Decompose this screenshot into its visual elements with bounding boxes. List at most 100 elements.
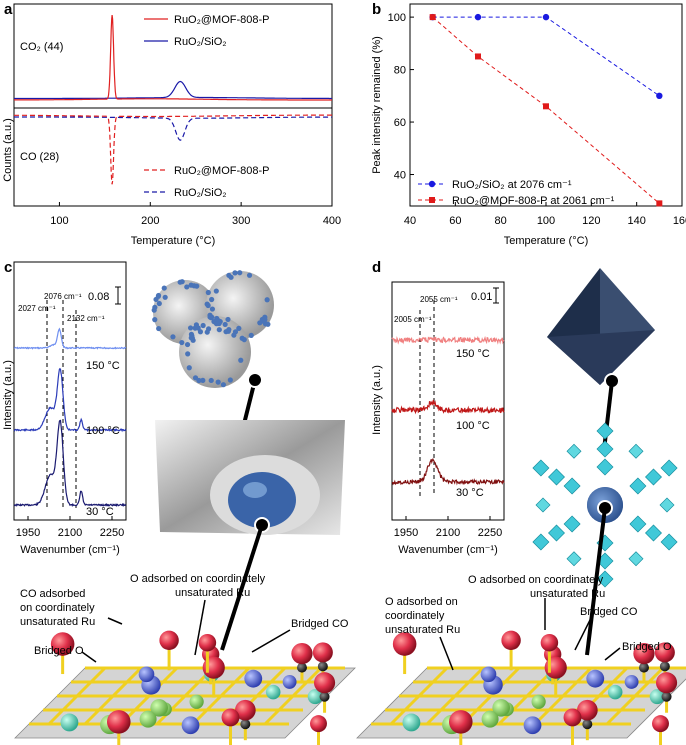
nanoparticle-dot: [238, 357, 244, 363]
panel-b-point-sio2: [542, 13, 550, 21]
nanoparticle-dot: [152, 317, 158, 323]
legend-sio2: RuO₂/SiO₂: [174, 36, 227, 48]
d-trace-100: [391, 399, 505, 415]
spectrum-xtick-label: 1950: [394, 527, 418, 539]
framework-cluster: [532, 533, 550, 551]
nanoparticle-dot: [225, 316, 231, 323]
surface-atom: [492, 699, 510, 717]
panel-b-legend: RuO₂/SiO₂ at 2076 cm⁻¹ RuO₂@MOF-808-P at …: [418, 179, 615, 207]
nanoparticle-dot: [227, 377, 233, 383]
d-scale-value: 0.01: [471, 291, 492, 303]
oxygen-atom: [540, 633, 559, 652]
surface-atom: [481, 710, 499, 728]
ann-r-o-left-line2: coordinately: [385, 610, 445, 622]
c-trace-100: [13, 367, 127, 433]
nanoparticle-dot: [232, 270, 238, 276]
surface-atom: [150, 699, 168, 717]
ann-bridged-co-right: Bridged CO: [580, 606, 638, 618]
nanoparticle-dot: [156, 325, 162, 332]
co-sio2-trace: [14, 116, 332, 141]
nanoparticle-dot: [184, 341, 191, 348]
surface-atom: [139, 710, 157, 728]
surface-atom: [531, 694, 546, 709]
nanoparticle-dot: [207, 314, 213, 320]
surface-bond: [605, 666, 665, 726]
d-label-30: 30 °C: [456, 487, 484, 499]
surface-bond: [263, 666, 323, 726]
c-label-150: 150 °C: [86, 360, 120, 372]
oxygen-atom: [448, 710, 473, 734]
carbon-atom: [296, 662, 307, 673]
panel-b-xtick-label: 140: [627, 215, 645, 227]
nanoparticle-dot: [220, 382, 227, 388]
nanoparticle-dot: [200, 322, 206, 329]
panel-c: c 2076 cm⁻¹ 2027 cm⁻¹ 2132 cm⁻¹ 0.08 150…: [2, 259, 127, 556]
framework-cluster: [532, 459, 550, 477]
surface-bond: [191, 666, 251, 726]
surface-atom: [189, 694, 204, 709]
oxygen-atom: [50, 632, 75, 656]
ann-r-o-top-line1: O adsorbed on coordinately: [468, 574, 604, 586]
zoom-line-d2: [585, 507, 607, 656]
nanoparticle-dots: [151, 270, 271, 388]
arrow-bridged-o: [81, 651, 97, 663]
c-scale-value: 0.08: [88, 291, 109, 303]
panel-letter-a: a: [4, 1, 13, 18]
nanoparticle-dot: [185, 351, 191, 357]
ann-o-adsorbed-line1: O adsorbed on coordinately: [130, 573, 266, 585]
oxygen-atom: [392, 632, 417, 656]
panel-letter-d: d: [372, 259, 381, 276]
oxygen-atom: [312, 642, 333, 663]
panel-a-xtick-label: 400: [323, 215, 341, 227]
carbon-atom: [240, 719, 251, 730]
surface-atom: [138, 666, 155, 683]
panel-b-ytick-label: 40: [394, 170, 406, 182]
nanoparticle-dot: [162, 294, 168, 300]
annotations-right: O adsorbed on coordinately unsaturated R…: [385, 574, 672, 671]
nanoparticle-dot: [216, 318, 222, 324]
d-xlabel: Wavenumber (cm⁻¹): [398, 544, 498, 556]
oxygen-atom: [633, 642, 655, 665]
oxygen-atom: [314, 672, 336, 694]
panel-b-xtick-label: 60: [449, 215, 461, 227]
surface-atom: [307, 689, 323, 705]
arrow-o-adsorbed: [194, 599, 206, 656]
oxygen-atom: [656, 672, 678, 694]
panel-b-ytick-label: 60: [394, 117, 406, 129]
nanoparticle-dot: [186, 365, 192, 371]
surface-atom: [607, 684, 623, 700]
panel-a-ylabel: Counts (a.u.): [2, 118, 14, 182]
arrow-r-bridged-co: [574, 619, 591, 651]
oxygen-atom: [291, 642, 313, 665]
oxygen-atom: [501, 630, 521, 651]
panel-b-ytick-label: 80: [394, 65, 406, 77]
surface-atom: [244, 669, 263, 688]
nanoparticle-dot: [192, 375, 199, 381]
c-trace-30: [13, 419, 127, 508]
ann-co-adsorbed-line1: CO adsorbed: [20, 588, 85, 600]
nanoparticle-dot: [205, 289, 211, 296]
nanoparticle-dot: [161, 285, 167, 291]
label-co-28: CO (28): [20, 151, 59, 163]
label-co2-44: CO₂ (44): [20, 41, 63, 53]
panel-b-legend-marker: [428, 180, 436, 188]
mof-nanocrystal-image: [151, 270, 274, 388]
framework-cluster: [548, 468, 565, 486]
nanoparticle-dot: [209, 306, 216, 312]
carbon-atom: [319, 691, 330, 702]
surface-atom: [523, 716, 542, 735]
nanoparticle-dot: [264, 297, 270, 303]
surface-atom: [282, 674, 297, 689]
panel-b-xtick-label: 160: [673, 215, 686, 227]
oxygen-atom: [198, 633, 217, 652]
nanoparticle-dot: [205, 326, 212, 332]
framework-cluster: [566, 443, 582, 459]
framework-cluster: [566, 551, 582, 567]
nanoparticle-dot: [223, 329, 229, 335]
panel-d: d 2055 cm⁻¹ 2005 cm⁻¹ 0.01 150 °C 100 °C…: [371, 259, 505, 556]
oxygen-atom: [563, 708, 582, 727]
panel-b-legend-label: RuO₂@MOF-808-P at 2061 cm⁻¹: [452, 195, 615, 207]
panel-a-xtick-label: 300: [232, 215, 250, 227]
nanoparticle-dot: [236, 325, 242, 331]
ann-bridged-o-left: Bridged O: [34, 645, 84, 657]
